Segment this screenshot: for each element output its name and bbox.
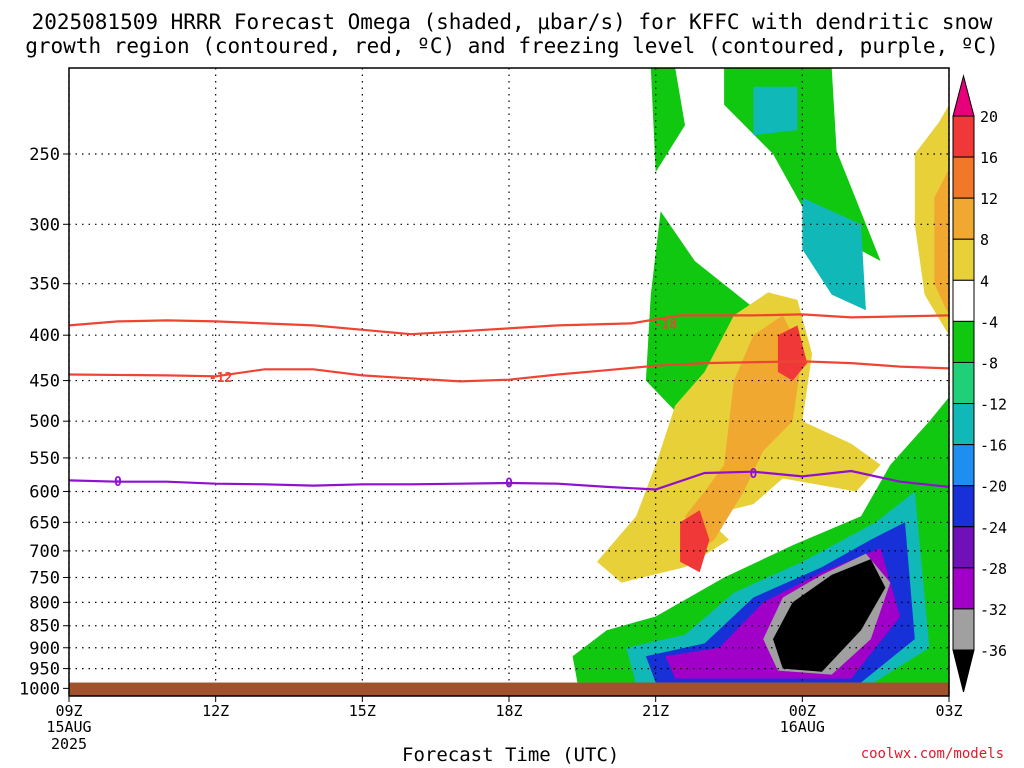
ground-shading xyxy=(69,682,949,696)
y-tick-label-900: 900 xyxy=(29,639,60,659)
colorbar-label: 4 xyxy=(980,272,989,290)
colorbar-box xyxy=(952,608,975,651)
omega-region-teal-upper xyxy=(753,86,798,136)
y-tick-label-1000: 1000 xyxy=(19,679,60,699)
colorbar-box xyxy=(952,320,975,363)
y-tick-label-950: 950 xyxy=(29,660,60,680)
x-tick-label-00Z: 00Z xyxy=(789,702,816,720)
colorbar-label: -20 xyxy=(980,478,1007,496)
x-tick-label-12Z: 12Z xyxy=(202,702,229,720)
colorbar-box xyxy=(952,279,975,322)
colorbar-box xyxy=(952,115,975,158)
colorbar-label: -32 xyxy=(980,601,1007,619)
y-tick-label-700: 700 xyxy=(29,542,60,562)
colorbar-box xyxy=(952,238,975,281)
x-tick-date-09Z: 15AUG xyxy=(46,718,91,736)
colorbar-label: 8 xyxy=(980,231,989,249)
colorbar-box xyxy=(952,361,975,405)
omega-region-orange-right xyxy=(934,169,949,316)
x-tick-label-15Z: 15Z xyxy=(349,702,376,720)
x-tick-label-21Z: 21Z xyxy=(642,702,669,720)
colorbar-box xyxy=(952,156,975,199)
x-tick-label-09Z: 09Z xyxy=(55,702,82,720)
colorbar-bottom-arrow xyxy=(952,649,975,693)
colorbar-label: -28 xyxy=(980,560,1007,578)
x-tick-year-09Z: 2025 xyxy=(51,735,87,753)
contour-label: -12 xyxy=(209,371,232,386)
y-tick-label-450: 450 xyxy=(29,372,60,392)
chart-title-line2: growth region (contoured, red, ºC) and f… xyxy=(25,34,999,58)
y-tick-label-800: 800 xyxy=(29,593,60,613)
colorbar-box xyxy=(952,485,975,528)
credit-text: coolwx.com/models xyxy=(860,746,1004,762)
colorbar-box xyxy=(952,444,975,487)
contour-line xyxy=(69,313,949,336)
contour-label: 0 xyxy=(114,475,122,490)
colorbar-box xyxy=(952,567,975,610)
colorbar-box xyxy=(952,197,975,240)
y-tick-label-350: 350 xyxy=(29,275,60,295)
omega-region-teal-mid xyxy=(802,197,866,311)
omega-region-red-low xyxy=(680,510,710,573)
y-tick-label-400: 400 xyxy=(29,326,60,346)
x-tick-label-18Z: 18Z xyxy=(495,702,522,720)
omega-region-orange-main xyxy=(685,315,803,551)
omega-region-black-core xyxy=(773,559,886,672)
chart-title-line1: 2025081509 HRRR Forecast Omega (shaded, … xyxy=(31,10,993,34)
contour-label: 0 xyxy=(750,467,758,482)
colorbar-label: -36 xyxy=(980,642,1007,660)
contour-label: -18 xyxy=(654,317,678,332)
colorbar-label: -8 xyxy=(980,354,998,372)
y-tick-label-550: 550 xyxy=(29,449,60,469)
omega-region-green-upper xyxy=(650,68,685,173)
colorbar-label: -24 xyxy=(980,519,1007,537)
y-tick-label-650: 650 xyxy=(29,513,60,533)
colorbar-label: 20 xyxy=(980,108,998,126)
y-tick-label-250: 250 xyxy=(29,145,60,165)
omega-region-red-core xyxy=(777,325,808,381)
colorbar-label: 12 xyxy=(980,190,998,208)
colorbar-box xyxy=(952,526,975,569)
y-tick-label-750: 750 xyxy=(29,568,60,588)
y-tick-label-300: 300 xyxy=(29,215,60,235)
colorbar-label: -16 xyxy=(980,437,1007,455)
y-tick-label-500: 500 xyxy=(29,412,60,432)
colorbar-label: -4 xyxy=(980,313,998,331)
contour-line xyxy=(69,360,949,383)
contour-line xyxy=(69,469,949,491)
colorbar-top-arrow xyxy=(952,74,975,117)
x-tick-label-03Z: 03Z xyxy=(935,702,962,720)
x-axis-title: Forecast Time (UTC) xyxy=(402,744,620,766)
colorbar-label: 16 xyxy=(980,149,998,167)
colorbar-box xyxy=(952,403,975,446)
x-tick-date-00Z: 16AUG xyxy=(780,718,825,736)
contour-label: 0 xyxy=(505,476,513,491)
y-tick-label-850: 850 xyxy=(29,617,60,637)
y-tick-label-600: 600 xyxy=(29,482,60,502)
colorbar-label: -12 xyxy=(980,396,1007,414)
